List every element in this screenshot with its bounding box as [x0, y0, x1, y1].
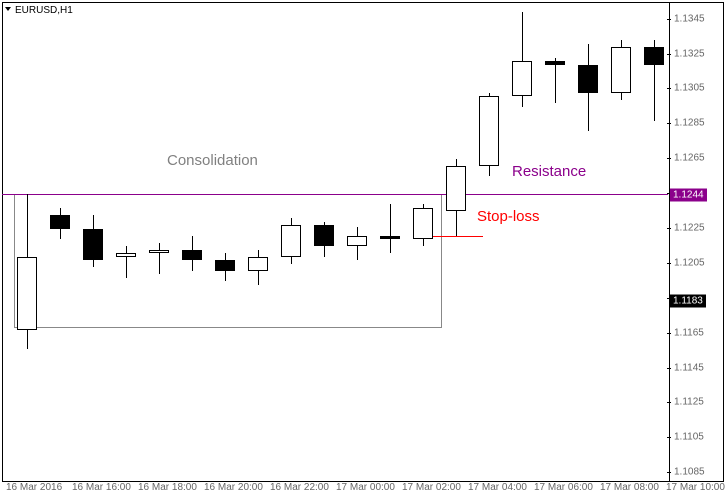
y-axis: 1.1345 1.1325 1.1305 1.1285 1.1265 1.1225 1.12…: [668, 2, 724, 482]
y-axis-label: 1.1105: [674, 432, 704, 443]
candle-body: [50, 215, 70, 229]
candle-body: [281, 225, 301, 256]
candle-body: [248, 257, 268, 271]
x-axis-label: 16 Mar 22:00: [270, 482, 329, 493]
candle-body: [83, 229, 103, 260]
symbol-label: EURUSD,H1: [15, 5, 73, 16]
candle-body: [644, 47, 664, 64]
candle-body: [215, 260, 235, 270]
price-flag: 1.1183: [670, 295, 706, 308]
candle-body: [545, 61, 565, 64]
resistance-line: [2, 194, 668, 195]
annotation-resistance: Resistance: [512, 163, 586, 180]
y-axis-label: 1.1305: [674, 83, 705, 94]
y-axis-label: 1.1085: [674, 467, 705, 478]
x-axis-label: 16 Mar 20:00: [204, 482, 263, 493]
candle-body: [578, 65, 598, 93]
y-axis-label: 1.1225: [674, 223, 705, 234]
x-axis-label: 17 Mar 08:00: [600, 482, 659, 493]
y-tick: [667, 228, 671, 229]
x-axis-label: 17 Mar 06:00: [534, 482, 593, 493]
x-axis-label: 17 Mar 00:00: [336, 482, 395, 493]
dropdown-arrow-icon[interactable]: [5, 7, 11, 11]
candle-body: [314, 225, 334, 246]
y-axis-label: 1.1165: [674, 327, 704, 338]
y-tick: [667, 472, 671, 473]
annotation-stop-loss: Stop-loss: [477, 208, 540, 225]
y-axis-label: 1.1125: [674, 397, 704, 408]
candle-body: [512, 61, 532, 96]
y-tick: [667, 402, 671, 403]
candle-body: [479, 96, 499, 166]
y-axis-label: 1.1345: [674, 13, 705, 24]
y-tick: [667, 263, 671, 264]
y-tick: [667, 333, 671, 334]
y-axis-label: 1.1325: [674, 48, 705, 59]
y-tick: [667, 158, 671, 159]
y-tick: [667, 88, 671, 89]
x-axis-label: 16 Mar 16:00: [72, 482, 131, 493]
x-axis-label: 17 Mar 10:00: [666, 482, 725, 493]
x-axis-label: 17 Mar 04:00: [468, 482, 527, 493]
candle-body: [611, 47, 631, 92]
annotation-consolidation: Consolidation: [167, 152, 258, 169]
candle-body: [149, 250, 169, 253]
y-tick: [667, 123, 671, 124]
candle-body: [380, 236, 400, 239]
candle-body: [17, 257, 37, 330]
x-axis-label: 16 Mar 2016: [6, 482, 62, 493]
y-axis-label: 1.1205: [674, 257, 705, 268]
x-axis-label: 16 Mar 18:00: [138, 482, 197, 493]
x-axis-label: 17 Mar 02:00: [402, 482, 461, 493]
y-axis-label: 1.1285: [674, 118, 705, 129]
candle-body: [446, 166, 466, 211]
y-tick: [667, 54, 671, 55]
price-flag: 1.1244: [670, 188, 707, 201]
y-axis-label: 1.1145: [674, 362, 704, 373]
y-tick: [667, 19, 671, 20]
candle-wick: [390, 204, 391, 253]
candle-wick: [126, 246, 127, 277]
y-tick: [667, 437, 671, 438]
candle-body: [182, 250, 202, 260]
candle-body: [413, 208, 433, 239]
candle-wick: [159, 243, 160, 274]
y-axis-label: 1.1265: [674, 153, 705, 164]
candle-body: [116, 253, 136, 256]
candle-body: [347, 236, 367, 246]
y-tick: [667, 368, 671, 369]
candlestick-chart: EURUSD,H1 1.1345 1.1325 1.1305 1.1285 1.1265…: [0, 0, 725, 500]
